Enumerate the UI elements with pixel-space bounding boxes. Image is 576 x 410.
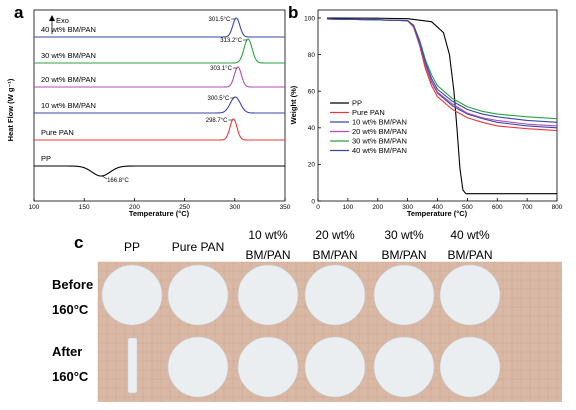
membrane-sample [373, 264, 435, 326]
photo-row-label-before-160-c: Before 160°C [52, 277, 93, 317]
membrane-sample [304, 336, 366, 398]
dsc-curve-40-wt-bm-pan [34, 17, 285, 38]
membrane-sample [237, 264, 299, 326]
membrane-sample [373, 336, 435, 398]
dsc-series-label-40-wt-bm-pan: 40 wt% BM/PAN [41, 25, 96, 34]
tga-curve-40-wt-bm-pan [326, 18, 558, 123]
dsc-x-tick-label: 250 [179, 204, 190, 211]
panel-a-letter: a [14, 3, 24, 22]
shrunk-pp-sample [127, 337, 138, 394]
tga-x-tick-label: 700 [522, 204, 533, 211]
photo-panel: PP Pure PAN 10 wt% BM/PAN 20 wt% BM/PAN 30 wt%… [52, 228, 562, 402]
membrane-sample [237, 336, 299, 398]
tga-legend-label-10-wt-bm-pan: 10 wt% BM/PAN [352, 118, 407, 127]
dsc-series-label-pure-pan: Pure PAN [41, 128, 74, 137]
photo-column-header-pure-pan: Pure PAN [172, 240, 224, 254]
dsc-plot-frame [33, 9, 286, 202]
membrane-sample [167, 264, 229, 326]
dsc-peak-label-pp: 166.8°C [107, 178, 129, 184]
dsc-peak-label-30-wt-bm-pan: 313.2°C [220, 38, 242, 44]
tga-y-tick-label: 20 [308, 162, 316, 169]
membrane-sample [439, 264, 501, 326]
photo-column-header-10-wt-bm-pan: 10 wt% BM/PAN [245, 228, 290, 262]
tga-x-tick-label: 200 [372, 204, 383, 211]
tga-legend-label-40-wt-bm-pan: 40 wt% BM/PAN [352, 146, 407, 155]
dsc-x-tick-label: 100 [29, 204, 40, 211]
dsc-y-axis-label: Heat Flow (W g⁻¹) [6, 78, 15, 141]
membrane-sample [167, 336, 229, 398]
tga-x-tick-label: 600 [492, 204, 503, 211]
tga-x-tick-label: 100 [342, 204, 353, 211]
tga-y-tick-label: 100 [304, 15, 315, 22]
tga-y-tick-label: 40 [308, 125, 316, 132]
tga-legend-label-pure-pan: Pure PAN [352, 108, 385, 117]
photo-column-header-20-wt-bm-pan: 20 wt% BM/PAN [312, 228, 357, 262]
tga-x-tick-label: 300 [402, 204, 413, 211]
photo-row-label-after-160-c: After 160°C [52, 344, 89, 384]
tga-legend-label-20-wt-bm-pan: 20 wt% BM/PAN [352, 127, 407, 136]
membrane-sample [439, 336, 501, 398]
exo-arrow-head [49, 15, 55, 21]
membrane-sample [304, 264, 366, 326]
tga-y-tick-label: 60 [308, 89, 316, 96]
dsc-series-label-20-wt-bm-pan: 20 wt% BM/PAN [41, 75, 96, 84]
tga-legend-label-pp: PP [352, 99, 362, 108]
dsc-series-label-10-wt-bm-pan: 10 wt% BM/PAN [41, 101, 96, 110]
dsc-curve-30-wt-bm-pan [34, 38, 285, 64]
tga-y-axis-label: Weight (%) [289, 85, 298, 124]
tga-x-tick-label: 0 [316, 204, 320, 211]
dsc-curve-10-wt-bm-pan [34, 96, 285, 114]
dsc-curve-pure-pan [34, 118, 285, 141]
panel-b-letter: b [288, 3, 298, 22]
photo-column-header-30-wt-bm-pan: 30 wt% BM/PAN [381, 228, 426, 262]
dsc-series-label-pp: PP [41, 154, 51, 163]
tga-x-tick-label: 400 [432, 204, 443, 211]
dsc-x-tick-label: 350 [280, 204, 291, 211]
tga-x-axis-label: Temperature (°C) [407, 209, 468, 218]
dsc-peak-label-20-wt-bm-pan: 303.1°C [210, 66, 232, 72]
dsc-x-tick-label: 150 [79, 204, 90, 211]
tga-x-tick-label: 500 [462, 204, 473, 211]
tga-y-tick-label: 0 [311, 198, 315, 205]
dsc-peak-arrow [101, 175, 108, 180]
dsc-chart: Exo Temperature (°C) Heat Flow (W g⁻¹) 1… [6, 9, 291, 218]
tga-chart: Temperature (°C) Weight (%) 0 100 200 300 40… [289, 9, 563, 218]
tga-legend-label-30-wt-bm-pan: 30 wt% BM/PAN [352, 137, 407, 146]
membrane-sample [101, 264, 163, 326]
dsc-peak-label-40-wt-bm-pan: 301.5°C [209, 17, 231, 23]
dsc-x-tick-label: 300 [229, 204, 240, 211]
dsc-curve-20-wt-bm-pan [34, 66, 285, 88]
photo-column-header-40-wt-bm-pan: 40 wt% BM/PAN [447, 228, 492, 262]
dsc-peak-label-pure-pan: 298.7°C [206, 118, 228, 124]
dsc-peak-label-10-wt-bm-pan: 300.5°C [208, 96, 230, 102]
tga-y-tick-label: 80 [308, 52, 316, 59]
photo-column-header-pp: PP [124, 240, 140, 254]
panel-c-letter: c [74, 233, 83, 252]
dsc-series-label-30-wt-bm-pan: 30 wt% BM/PAN [41, 51, 96, 60]
dsc-curve-pp [34, 165, 285, 177]
exo-label: Exo [56, 16, 69, 25]
dsc-x-tick-label: 200 [129, 204, 140, 211]
tga-curve-pp [326, 17, 557, 195]
dsc-x-axis-label: Temperature (°C) [129, 209, 190, 218]
tga-x-tick-label: 800 [552, 204, 563, 211]
